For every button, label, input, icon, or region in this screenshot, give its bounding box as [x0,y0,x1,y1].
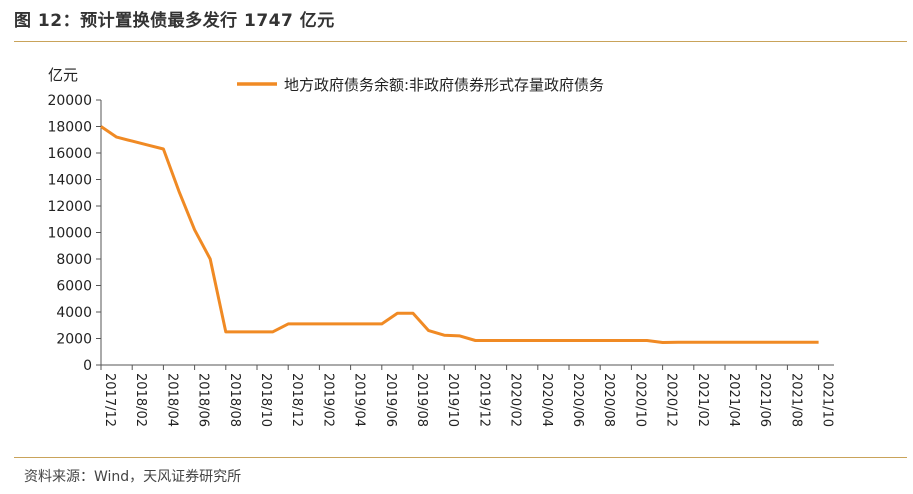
y-tick-label: 6000 [56,279,92,295]
y-axis-ticks: 0 2000 4000 6000 8000 10000 12000 14000 16000 180… [47,93,101,374]
x-tick-label: 2021/02 [695,373,710,427]
y-tick-label: 10000 [47,226,92,242]
x-tick-label: 2018/12 [289,373,304,427]
x-tick-label: 2018/06 [196,373,211,427]
source-note: 资料来源：Wind，天风证券研究所 [24,469,242,485]
y-axis-label: 亿元 [48,66,78,84]
x-tick-label: 2018/10 [258,373,273,427]
x-tick-label: 2021/10 [820,373,835,427]
y-tick-label: 16000 [47,146,92,162]
y-tick-label: 20000 [47,93,92,109]
series-line [100,125,819,344]
y-tick-label: 14000 [47,173,92,189]
y-tick-label: 0 [83,358,92,374]
x-tick-label: 2017/12 [102,373,117,427]
x-tick-label: 2020/04 [539,373,554,427]
x-tick-label: 2019/02 [320,373,335,427]
x-tick-label: 2020/12 [664,373,679,427]
y-tick-label: 2000 [56,332,92,348]
top-rule [14,41,907,42]
x-tick-label: 2019/06 [383,373,398,427]
x-tick-label: 2018/04 [164,373,179,427]
x-tick-label: 2019/08 [414,373,429,427]
x-tick-label: 2020/02 [508,373,523,427]
x-tick-label: 2020/06 [570,373,585,427]
x-tick-label: 2021/04 [726,373,741,427]
x-tick-label: 2019/10 [445,373,460,427]
y-tick-label: 12000 [47,199,92,215]
x-tick-label: 2019/12 [476,373,491,427]
chart-axes [100,100,834,366]
x-tick-label: 2018/02 [133,373,148,427]
x-tick-label: 2019/04 [352,373,367,427]
x-tick-label: 2020/10 [632,373,647,427]
figure-title: 图 12：预计置换债最多发行 1747 亿元 [14,11,335,31]
x-tick-label: 2021/06 [757,373,772,427]
x-axis-ticks: 2017/12 2018/02 2018/04 2018/06 2018/08 2018/… [100,365,835,427]
y-tick-label: 4000 [56,305,92,321]
y-tick-label: 8000 [56,252,92,268]
bottom-rule [14,457,907,458]
x-tick-label: 2021/08 [788,373,803,427]
legend-label: 地方政府债务余额:非政府债券形式存量政府债务 [284,76,604,94]
x-tick-label: 2018/08 [227,373,242,427]
x-tick-label: 2020/08 [601,373,616,427]
chart-legend: 地方政府债务余额:非政府债券形式存量政府债务 [237,76,604,94]
y-tick-label: 18000 [47,120,92,136]
